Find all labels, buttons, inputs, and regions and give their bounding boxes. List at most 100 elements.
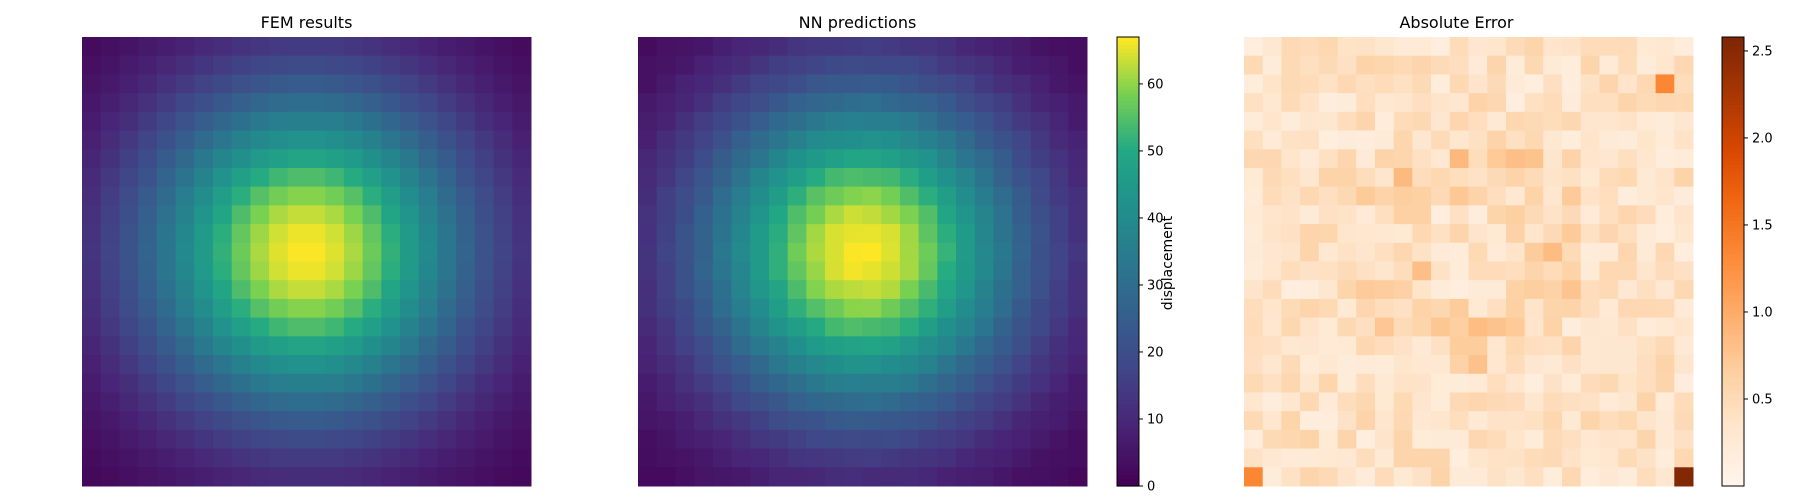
colorbar-swatch: [1117, 164, 1139, 169]
heatmap-cell: [325, 392, 345, 412]
heatmap-cell: [1068, 149, 1088, 169]
heatmap-cell: [1543, 111, 1563, 132]
heatmap-cell: [1049, 261, 1069, 281]
heatmap-cell: [1244, 74, 1264, 94]
heatmap-cell: [269, 280, 289, 300]
heatmap-cell: [1468, 74, 1488, 94]
heatmap-cell: [1281, 130, 1301, 150]
heatmap-cell: [1262, 111, 1282, 132]
heatmap-cell: [119, 448, 139, 468]
heatmap-cell: [82, 429, 102, 450]
heatmap-cell: [675, 224, 695, 244]
heatmap-cell: [269, 205, 289, 225]
heatmap-cell: [1012, 429, 1032, 450]
heatmap-cell: [175, 37, 195, 57]
heatmap-cell: [956, 373, 976, 393]
heatmap-cell: [119, 224, 139, 244]
heatmap-cell: [1030, 186, 1051, 206]
heatmap-cell: [512, 317, 532, 337]
heatmap-cell: [1012, 74, 1032, 94]
colorbar-swatch: [1722, 343, 1744, 349]
colorbar-swatch: [1117, 119, 1139, 124]
heatmap-cell: [937, 167, 957, 188]
heatmap-cell: [1300, 467, 1320, 487]
colorbar-swatch: [1722, 478, 1744, 483]
heatmap-cell: [956, 392, 976, 412]
heatmap-cell: [1337, 55, 1357, 75]
heatmap-cell: [918, 37, 938, 57]
heatmap-cell: [1393, 261, 1413, 281]
heatmap-cell: [993, 130, 1013, 150]
colorbar-swatch: [1117, 377, 1139, 382]
heatmap-cell: [287, 74, 307, 94]
heatmap-cell: [993, 317, 1013, 337]
heatmap-cell: [993, 429, 1013, 450]
heatmap-cell: [156, 167, 177, 188]
heatmap-cell: [768, 74, 789, 94]
heatmap-cell: [675, 448, 695, 468]
heatmap-cell: [918, 280, 938, 300]
heatmap-cell: [512, 205, 532, 225]
heatmap-cell: [993, 392, 1013, 412]
heatmap-cell: [656, 130, 676, 150]
colorbar-swatch: [1117, 175, 1139, 180]
heatmap-cell: [881, 37, 901, 57]
heatmap-cell: [1012, 467, 1032, 487]
heatmap-cell: [287, 205, 307, 225]
heatmap-cell: [1487, 467, 1507, 487]
heatmap-cell: [825, 448, 845, 468]
colorbar-swatch: [1722, 48, 1744, 53]
heatmap-cell: [493, 373, 513, 393]
heatmap-cell: [1030, 224, 1051, 244]
heatmap-cell: [1281, 280, 1301, 300]
heatmap-cell: [456, 55, 476, 75]
heatmap-cell: [937, 317, 957, 337]
heatmap-cell: [1374, 55, 1395, 75]
heatmap-cell: [638, 242, 658, 262]
heatmap-cell: [1487, 149, 1507, 169]
heatmap-cell: [1599, 392, 1619, 412]
heatmap-cell: [325, 224, 345, 244]
heatmap-cell: [750, 298, 770, 319]
heatmap-cell: [418, 467, 438, 487]
heatmap-cell: [1068, 280, 1088, 300]
heatmap-cell: [1393, 55, 1413, 75]
heatmap-cell: [194, 448, 214, 468]
heatmap-cell: [362, 224, 382, 244]
heatmap-cell: [731, 130, 751, 150]
heatmap-cell: [937, 242, 957, 262]
heatmap-cell: [82, 149, 102, 169]
heatmap-cell: [1487, 111, 1507, 132]
heatmap-cell: [1562, 317, 1582, 337]
colorbar-swatch: [1722, 429, 1744, 435]
heatmap-cell: [1449, 93, 1469, 113]
heatmap-cell: [418, 355, 438, 375]
heatmap-cell: [1049, 224, 1069, 244]
colorbar-swatch: [1722, 362, 1744, 367]
heatmap-cell: [1049, 149, 1069, 169]
heatmap-cell: [138, 205, 158, 225]
heatmap-cell: [362, 467, 382, 487]
heatmap-cell: [656, 429, 676, 450]
heatmap-cell: [493, 149, 513, 169]
heatmap-cell: [1655, 280, 1675, 300]
heatmap-cell: [1562, 74, 1582, 94]
heatmap-cell: [918, 355, 938, 375]
heatmap-cell: [1599, 280, 1619, 300]
heatmap-cell: [1262, 317, 1282, 337]
heatmap-cell: [1012, 224, 1032, 244]
heatmap-cell: [1374, 373, 1395, 393]
heatmap-cell: [843, 298, 863, 319]
heatmap-cell: [656, 37, 676, 57]
heatmap-cell: [1580, 55, 1600, 75]
heatmap-cell: [138, 429, 158, 450]
heatmap-cell: [212, 111, 233, 132]
colorbar-swatch: [1117, 441, 1139, 446]
heatmap-cell: [1543, 280, 1563, 300]
heatmap-cell: [474, 336, 495, 356]
heatmap-cell: [437, 242, 457, 262]
heatmap-cell: [1262, 37, 1282, 57]
heatmap-cell: [269, 111, 289, 132]
heatmap-cell: [474, 467, 495, 487]
heatmap-cell: [1356, 74, 1376, 94]
